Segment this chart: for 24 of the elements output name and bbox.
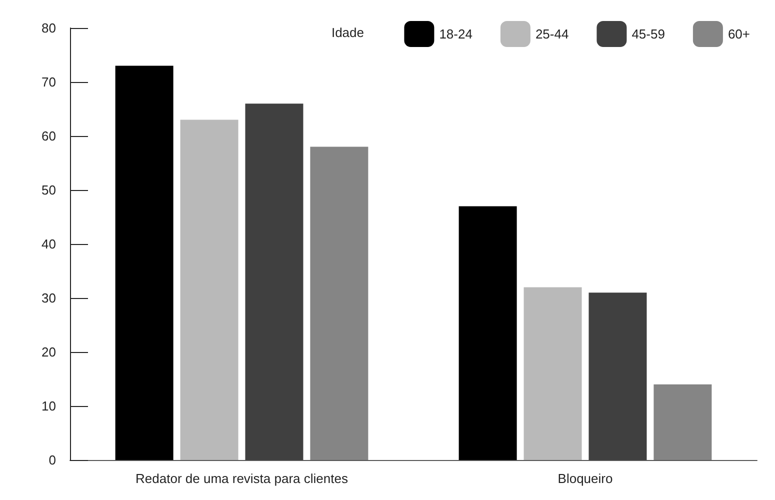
y-tick-label: 50 (42, 182, 56, 198)
bar (458, 206, 517, 460)
legend-label: 45-59 (632, 26, 665, 42)
y-tick-label: 70 (42, 74, 56, 90)
y-tick-label: 0 (48, 452, 56, 468)
legend-label: 18-24 (439, 26, 472, 42)
legend-label: 60+ (728, 26, 750, 42)
y-tick-label: 60 (42, 128, 56, 144)
y-tick-label: 80 (42, 20, 56, 36)
y-tick-label: 20 (42, 344, 56, 360)
bar (245, 104, 304, 460)
bar (180, 120, 238, 460)
bar (654, 384, 712, 460)
y-tick-label: 10 (42, 398, 56, 414)
y-tick-label: 30 (42, 290, 56, 306)
bar (524, 287, 582, 460)
x-tick-label: Redator de uma revista para clientes (136, 471, 348, 486)
legend-title: Idade (331, 25, 364, 40)
bar (115, 66, 174, 460)
legend-label: 25-44 (535, 26, 569, 42)
bar (310, 146, 368, 460)
bar (588, 292, 647, 460)
y-tick-label: 40 (42, 236, 56, 252)
x-tick-label: Bloqueiro (558, 471, 613, 486)
